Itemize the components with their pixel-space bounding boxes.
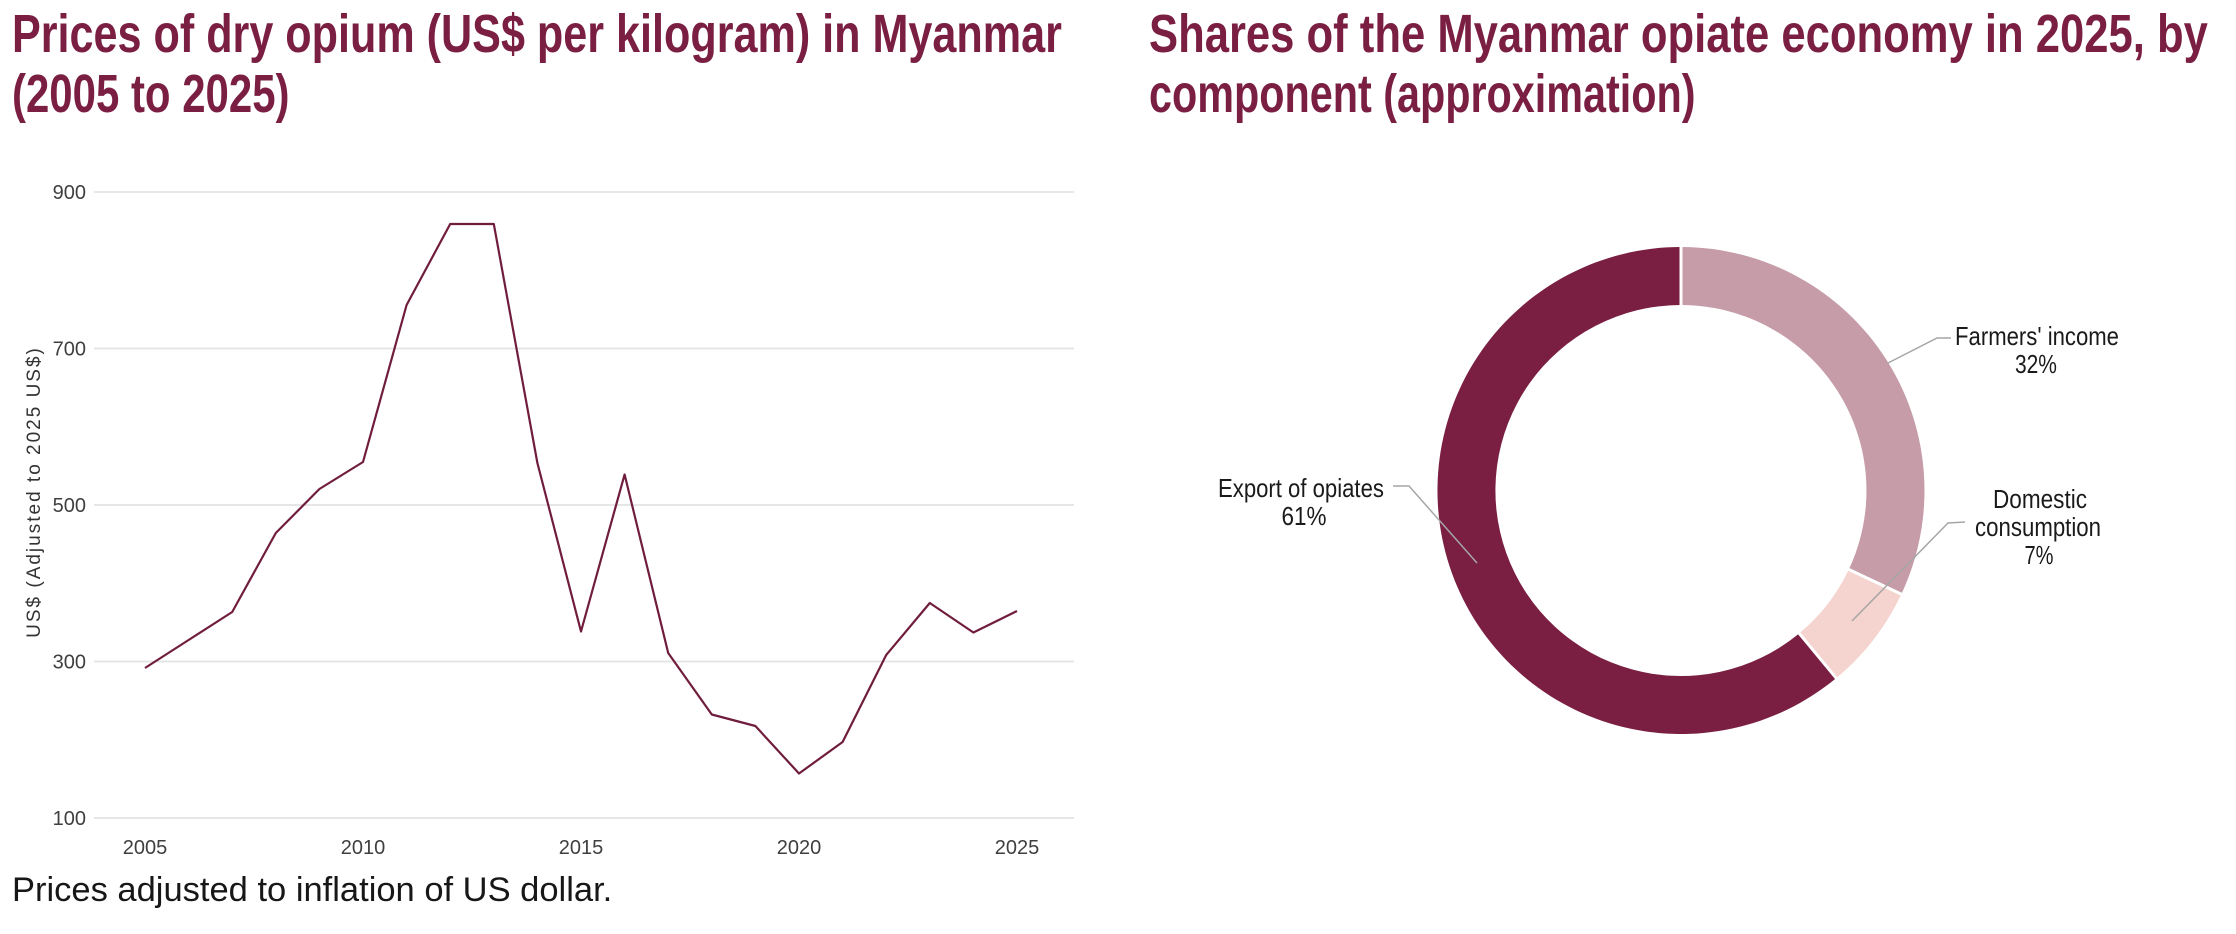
svg-text:500: 500 [53,495,86,517]
svg-text:Domestic: Domestic [1993,486,2087,515]
svg-text:2010: 2010 [341,837,386,859]
svg-text:32%: 32% [2015,351,2057,380]
svg-text:2020: 2020 [777,837,822,859]
svg-text:7%: 7% [2024,540,2053,569]
svg-text:2005: 2005 [123,837,168,859]
svg-text:61%: 61% [1281,503,1326,532]
svg-text:2015: 2015 [559,837,604,859]
svg-text:100: 100 [53,808,86,830]
svg-text:2025: 2025 [995,837,1040,859]
svg-text:Farmers' income: Farmers' income [1955,322,2119,351]
svg-text:Export of opiates: Export of opiates [1218,474,1384,503]
svg-text:300: 300 [53,652,86,674]
svg-text:900: 900 [53,182,86,204]
svg-text:700: 700 [53,339,86,361]
svg-text:consumption: consumption [1975,513,2101,542]
svg-text:US$ (Adjusted to 2025 US$): US$ (Adjusted to 2025 US$) [24,346,45,638]
